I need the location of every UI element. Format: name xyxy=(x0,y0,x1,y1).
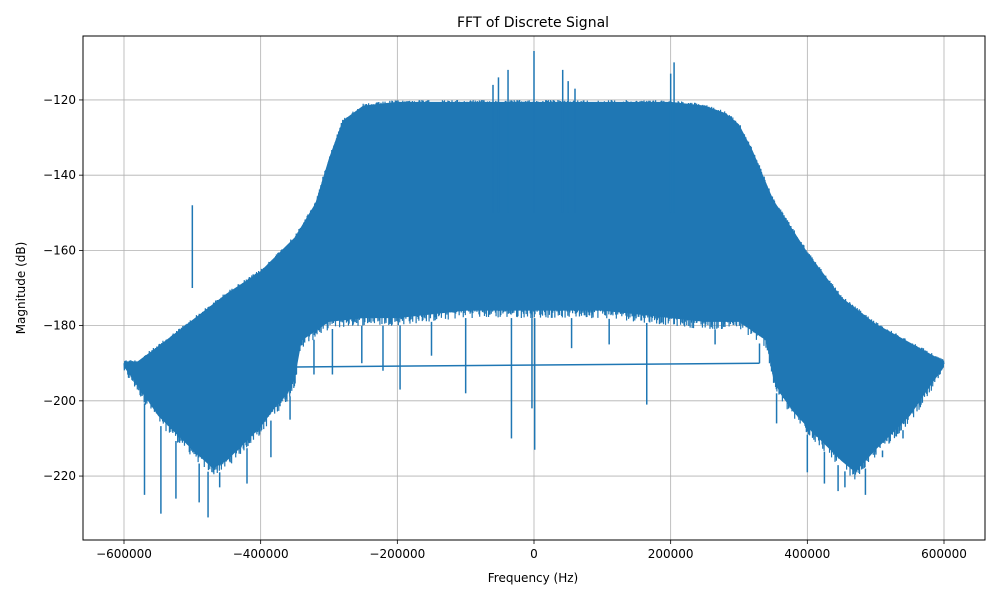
y-tick-label: −220 xyxy=(43,469,76,483)
x-tick-label: 400000 xyxy=(784,547,830,561)
signal-density-band xyxy=(124,101,944,473)
y-axis-label: Magnitude (dB) xyxy=(14,242,28,335)
x-tick-label: 0 xyxy=(530,547,538,561)
y-axis-ticks: −220 −200 −180 −160 −140 −120 xyxy=(43,93,83,483)
y-tick-label: −120 xyxy=(43,93,76,107)
x-tick-label: 600000 xyxy=(921,547,967,561)
y-tick-label: −180 xyxy=(43,319,76,333)
y-tick-label: −140 xyxy=(43,168,76,182)
x-tick-label: −600000 xyxy=(96,547,152,561)
x-tick-label: 200000 xyxy=(648,547,694,561)
y-tick-label: −160 xyxy=(43,243,76,257)
x-axis-label: Frequency (Hz) xyxy=(488,571,579,585)
x-tick-label: −200000 xyxy=(369,547,425,561)
x-axis-ticks: −600000 −400000 −200000 0 200000 400000 600000 xyxy=(96,540,967,561)
y-tick-label: −200 xyxy=(43,394,76,408)
chart-title: FFT of Discrete Signal xyxy=(457,15,609,31)
x-tick-label: −400000 xyxy=(233,547,289,561)
baseline-segment xyxy=(294,362,760,368)
plot-area xyxy=(123,51,945,518)
